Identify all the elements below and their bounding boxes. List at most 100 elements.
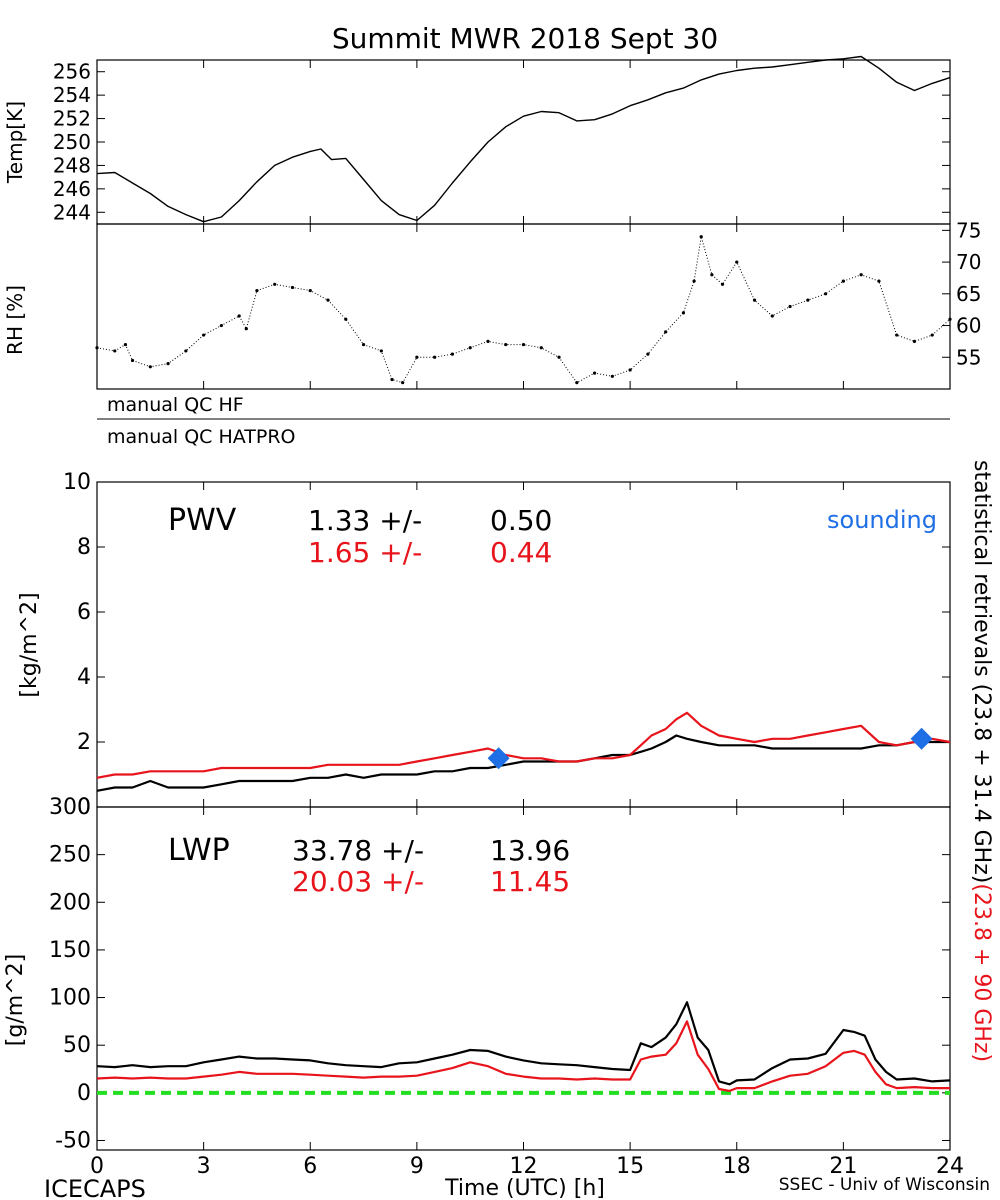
rh-yticks: 55 60 65 70 75	[942, 218, 981, 369]
footer-right: SSEC - Univ of Wisconsin	[779, 1175, 990, 1195]
lwp-red-stat: 20.03 +/-	[292, 865, 424, 898]
ytick-label: 254	[53, 83, 91, 107]
right-label-red: (23.8 + 90 GHz)	[969, 883, 994, 1062]
ytick-label: 252	[53, 107, 91, 131]
ytick-label: 250	[53, 130, 91, 154]
qc-rows: manual QC HF manual QC HATPRO	[97, 388, 950, 448]
rh-point	[646, 352, 650, 356]
pwv-red-stat: 1.65 +/-	[308, 536, 422, 569]
qc-hatpro-label: manual QC HATPRO	[107, 426, 296, 448]
xtick-label: 3	[197, 1154, 211, 1179]
sounding-marker	[487, 747, 510, 770]
ytick-label: 65	[956, 282, 981, 306]
ytick-label: 0	[77, 795, 91, 820]
temperature-frame	[96, 59, 951, 225]
ytick-label: 100	[49, 986, 91, 1011]
right-side-label: statistical retrievals (23.8 + 31.4 GHz)…	[969, 460, 994, 1062]
pwv-ylabel: [kg/m^2]	[17, 592, 42, 697]
rh-point	[692, 279, 696, 283]
ytick-label: 2	[77, 730, 91, 755]
ytick-label: 256	[53, 60, 91, 84]
series-line-black	[96, 55, 951, 223]
ytick-label: 300	[49, 795, 91, 820]
xtick-label: 6	[303, 1154, 317, 1179]
rh-point	[710, 273, 714, 277]
rh-point	[735, 260, 739, 264]
qc-hf-label: manual QC HF	[107, 394, 244, 416]
ytick-label: 150	[49, 938, 91, 963]
pwv-panel: [kg/m^2] 0 2 4 6 8 10 PWV 1.33 +/- 0.50 1.65 …	[17, 470, 951, 820]
rh-point	[948, 317, 952, 321]
rh-point	[130, 358, 135, 363]
rh-point	[326, 298, 330, 302]
ytick-label: 75	[956, 218, 981, 242]
ytick-label: 246	[53, 177, 91, 201]
x-axis-label: Time (UTC) [h]	[444, 1176, 605, 1200]
xtick-label: 15	[616, 1154, 644, 1179]
rh-point	[539, 346, 543, 350]
rh-point	[202, 333, 206, 337]
ytick-label: 10	[63, 470, 91, 495]
xtick-label: 9	[410, 1154, 424, 1179]
pwv-black-stat: 1.33 +/-	[308, 504, 422, 537]
pwv-marks	[96, 711, 951, 792]
temperature-ylabel: Temp[K]	[3, 101, 27, 184]
ytick-label: 250	[49, 843, 91, 868]
ytick-label: 4	[77, 665, 91, 690]
sounding-legend: sounding	[827, 506, 937, 534]
pwv-black-err: 0.50	[490, 504, 552, 537]
rh-frame	[96, 223, 951, 390]
xtick-label: 0	[90, 1154, 104, 1179]
pwv-red-err: 0.44	[490, 536, 552, 569]
rh-trace	[96, 236, 951, 384]
xtick-label: 21	[829, 1154, 857, 1179]
ytick-label: 60	[956, 314, 981, 338]
ytick-label: 8	[77, 535, 91, 560]
figure-title: Summit MWR 2018 Sept 30	[332, 22, 718, 55]
x-axis-ticks: 0 3 6 9 12 15 18 21 24	[90, 60, 964, 1179]
footer-left: ICECAPS	[44, 1175, 146, 1200]
rh-point	[433, 355, 437, 359]
rh-point	[244, 327, 248, 331]
rh-point	[504, 342, 508, 347]
series-line-black	[96, 1001, 951, 1086]
right-label-black: statistical retrievals (23.8 + 31.4 GHz)	[969, 460, 994, 883]
series-line-red	[96, 711, 951, 779]
rh-point	[575, 381, 579, 385]
rh-ylabel: RH [%]	[3, 285, 27, 355]
ytick-label: 244	[53, 200, 91, 224]
rh-marks	[95, 235, 952, 385]
pwv-yticks: 0 2 4 6 8 10	[63, 470, 950, 820]
rh-point	[415, 355, 419, 359]
ytick-label: 55	[956, 345, 981, 369]
rh-point	[664, 330, 668, 334]
ytick-label: 6	[77, 600, 91, 625]
rh-panel: RH [%] 55 60 65 70 75	[3, 218, 981, 390]
rh-point	[752, 298, 757, 302]
ytick-label: 50	[63, 1033, 91, 1058]
ytick-label: 200	[49, 890, 91, 915]
rh-point	[770, 314, 774, 318]
xtick-label: 24	[936, 1154, 964, 1179]
ytick-label: 248	[53, 153, 91, 177]
lwp-marks	[96, 1001, 951, 1095]
lwp-ylabel: [g/m^2]	[3, 954, 28, 1046]
lwp-yticks: -50 0 50 100 150 200 250 300	[49, 795, 950, 1153]
temperature-marks	[96, 55, 951, 223]
rh-point	[95, 346, 99, 350]
series-line-black	[96, 734, 950, 792]
lwp-panel: [g/m^2] -50 0 50 100 150 200 250 300 LWP 33.78 …	[3, 795, 951, 1153]
xtick-label: 12	[510, 1154, 538, 1179]
lwp-name: LWP	[168, 833, 230, 868]
series-line-red	[96, 1020, 950, 1093]
rh-point	[895, 333, 899, 337]
ytick-label: -50	[55, 1128, 91, 1153]
ytick-label: 70	[956, 250, 981, 274]
lwp-red-err: 11.45	[490, 865, 570, 898]
lwp-black-stat: 33.78 +/-	[292, 834, 424, 867]
lwp-black-err: 13.96	[490, 834, 570, 867]
rh-point	[237, 314, 241, 318]
